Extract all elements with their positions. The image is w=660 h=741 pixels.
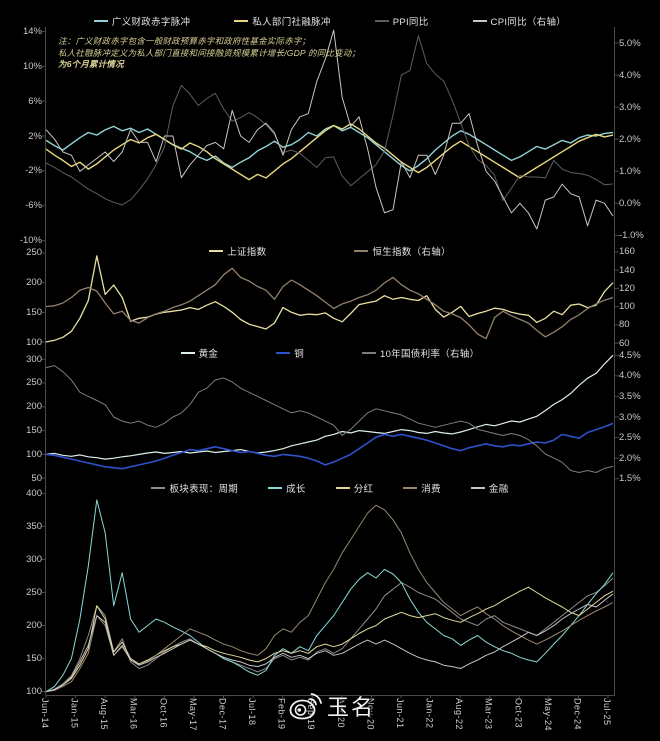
right-axis-tick: 160	[619, 246, 635, 258]
x-axis-label: Feb-19	[276, 698, 287, 730]
x-axis-label: Jan-22	[424, 698, 435, 729]
x-axis-label: Jul-25	[602, 698, 612, 726]
left-axis-tick: 100	[26, 448, 42, 460]
right-axis-tick: 1.0%	[619, 165, 641, 177]
x-axis-label: Aug-15	[99, 698, 110, 731]
x-axis-label: Apr-20	[335, 698, 346, 729]
left-axis-tick: 10%	[22, 60, 42, 72]
x-axis-label: Sep-19	[306, 698, 317, 731]
left-axis-tick: -2%	[25, 165, 42, 177]
left-axis-tick: 250	[26, 377, 42, 389]
watermark: 玉名	[288, 690, 375, 722]
watermark-text: 玉名	[327, 695, 376, 720]
left-axis-tick: 150	[26, 306, 42, 318]
x-axis-label: May-24	[542, 698, 553, 732]
series-line	[45, 354, 614, 460]
right-axis-tick: 0.0%	[619, 197, 641, 209]
series-line	[45, 586, 614, 693]
left-axis-tick: 2%	[28, 130, 42, 142]
x-axis-label: Jan-15	[69, 698, 80, 729]
right-axis-tick: 2.5%	[619, 432, 641, 444]
x-axis-label: Oct-16	[158, 698, 169, 729]
left-axis-tick: 6%	[28, 95, 42, 107]
x-axis-label: Mar-16	[128, 698, 139, 730]
right-axis-tick: 5.0%	[619, 37, 641, 49]
right-axis-tick: 4.0%	[619, 370, 641, 382]
series-line	[45, 35, 614, 206]
series-line	[45, 593, 614, 693]
left-axis-tick: 200	[26, 620, 42, 632]
chart-note-line: 为6个月累计情况	[58, 59, 124, 69]
right-axis-tick: 140	[619, 264, 635, 276]
chart-note: 注：广义财政赤字包含一般财政预算赤字和政府性基金实际赤字； 私人社融脉冲定义为私人…	[58, 36, 360, 71]
left-axis-tick: -6%	[25, 200, 42, 212]
x-axis-label: Dec-24	[572, 698, 583, 731]
x-axis-label: Jun-14	[40, 698, 50, 729]
series-line	[45, 29, 614, 230]
right-axis-tick: 100	[619, 301, 635, 313]
right-axis-tick: 80	[619, 319, 630, 331]
right-axis-tick: 3.0%	[619, 101, 641, 113]
left-axis-tick: 200	[26, 401, 42, 413]
weibo-icon	[289, 693, 322, 720]
left-axis-tick: 300	[26, 353, 42, 365]
left-axis-tick: 300	[26, 553, 42, 565]
left-axis-tick: 100	[26, 336, 42, 348]
series-line	[45, 365, 614, 473]
right-axis-tick: -1.0%	[619, 229, 644, 241]
x-axis-label: Jul-18	[247, 698, 258, 726]
right-axis-tick: 60	[619, 337, 630, 349]
x-axis-label: May-17	[187, 698, 198, 732]
left-axis-tick: 150	[26, 425, 42, 437]
left-axis-tick: -10%	[19, 235, 42, 247]
left-axis-tick: 200	[26, 277, 42, 289]
series-line	[45, 499, 614, 693]
left-axis-tick: 250	[26, 587, 42, 598]
right-axis-tick: 2.0%	[619, 452, 641, 464]
series-line	[45, 504, 614, 693]
right-axis-tick: 3.0%	[619, 411, 641, 423]
series-line	[45, 577, 614, 693]
right-axis-tick: 4.0%	[619, 69, 641, 81]
left-axis-tick: 100	[26, 686, 42, 698]
right-axis-tick: 3.5%	[619, 390, 641, 402]
chart-note-line: 私人社融脉冲定义为私人部门直接和间接融资规模累计增长/GDP 的同比变动；	[58, 47, 361, 58]
left-axis-tick: 50	[31, 472, 42, 484]
right-axis-tick: 4.5%	[619, 349, 641, 361]
series-line	[45, 255, 614, 343]
right-axis-tick: 2.0%	[619, 133, 641, 145]
series-line	[45, 422, 614, 470]
x-axis-label: Mar-23	[483, 698, 494, 730]
series-line	[45, 124, 614, 172]
x-axis-label: Dec-17	[217, 698, 228, 731]
x-axis-label: Oct-23	[513, 698, 524, 729]
left-axis-tick: 350	[26, 520, 42, 532]
x-axis-label: Aug-22	[454, 698, 465, 731]
x-axis-label: Jun-21	[394, 698, 405, 729]
right-axis-tick: 120	[619, 282, 635, 294]
left-axis-tick: 400	[26, 487, 42, 499]
left-axis-tick: 150	[26, 653, 42, 665]
series-line	[45, 267, 614, 340]
left-axis-tick: 14%	[22, 25, 42, 37]
chart-note-line: 注：广义财政赤字包含一般财政预算赤字和政府性基金实际赤字；	[58, 36, 311, 46]
left-axis-tick: 250	[26, 247, 42, 259]
right-axis-tick: 1.5%	[619, 473, 641, 485]
x-axis-label: Nov-20	[365, 698, 376, 731]
